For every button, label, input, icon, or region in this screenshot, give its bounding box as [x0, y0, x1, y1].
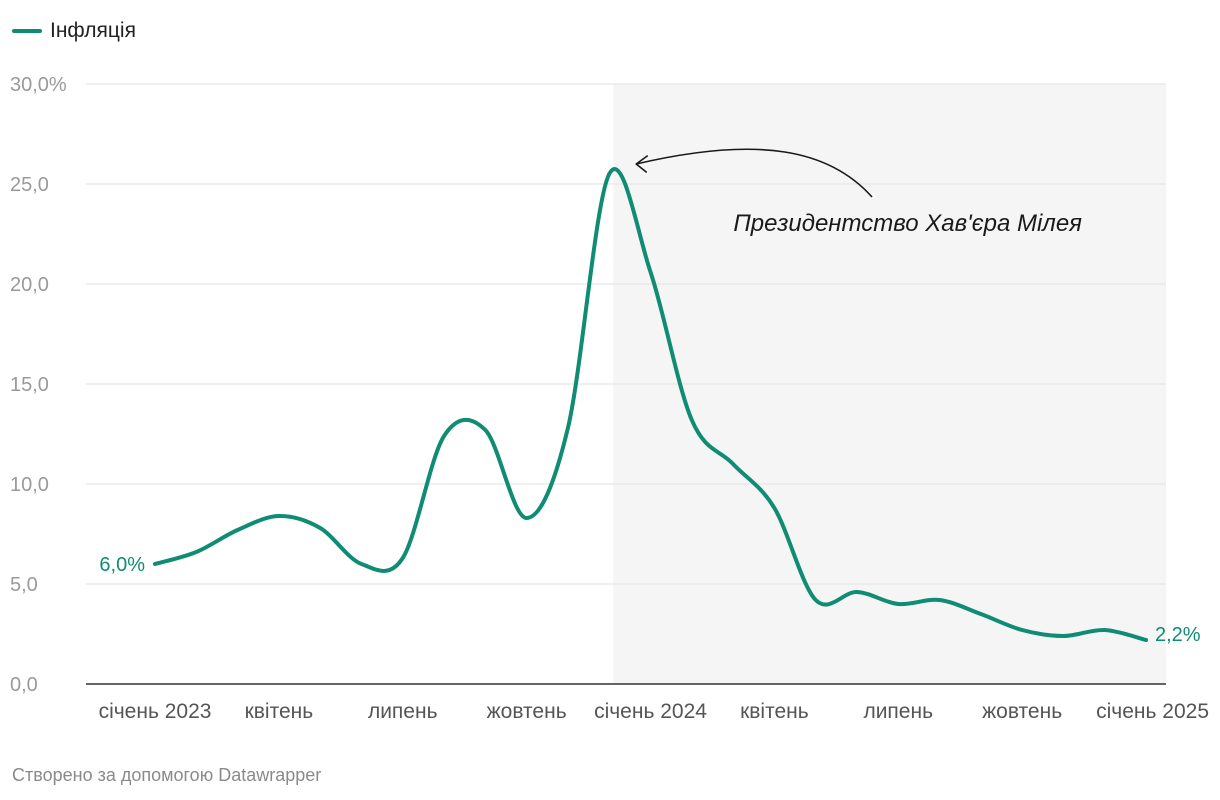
data-point [937, 598, 942, 603]
data-point [318, 526, 323, 531]
x-tick-label: січень 2025 [1096, 700, 1209, 723]
annotation-arrowhead [635, 155, 649, 173]
grid-layer [86, 83, 1166, 685]
y-tick-label: 15,0 [10, 374, 49, 396]
y-tick-label: 10,0 [10, 474, 49, 496]
y-tick-label: 0,0 [10, 674, 38, 696]
last-value-label: 2,2% [1155, 624, 1201, 646]
data-point [896, 602, 901, 607]
legend: Інфляція [12, 17, 136, 45]
data-point [1102, 628, 1107, 633]
x-axis-labels: січень 2023 квітень липень жовтень січень 20… [99, 700, 1209, 723]
line-chart: 0,0 5,0 10,0 15,0 20,0 25,0 30,0% січень 2023 к… [10, 74, 1209, 723]
data-point [359, 562, 364, 567]
x-tick-label: липень [368, 700, 438, 723]
data-point [1061, 634, 1066, 639]
y-tick-label: 20,0 [10, 274, 49, 296]
x-tick-label: липень [863, 700, 933, 723]
data-point [194, 550, 199, 555]
x-tick-label: квітень [245, 700, 314, 723]
data-point [731, 462, 736, 467]
data-point [813, 598, 818, 603]
legend-swatch [12, 29, 42, 33]
footer-credit: Створено за допомогою Datawrapper [12, 765, 322, 785]
legend-label: Інфляція [50, 19, 136, 42]
x-tick-label: січень 2024 [594, 700, 707, 723]
y-tick-label: 30,0% [10, 74, 67, 96]
data-point [1144, 638, 1149, 643]
annotation-text: Президентство Хав'єра Мілея [733, 210, 1082, 237]
x-tick-label: жовтень [982, 700, 1062, 723]
data-point [565, 426, 570, 431]
series-line-inflation [153, 167, 1148, 642]
x-tick-label: квітень [740, 700, 809, 723]
first-value-label: 6,0% [99, 554, 145, 576]
x-tick-label: жовтень [487, 700, 567, 723]
y-axis-labels: 0,0 5,0 10,0 15,0 20,0 25,0 30,0% [10, 74, 67, 696]
x-tick-label: січень 2023 [99, 700, 212, 723]
data-point [442, 434, 447, 439]
data-point [854, 590, 859, 595]
data-point [978, 612, 983, 617]
data-point [235, 528, 240, 533]
data-point [483, 428, 488, 433]
annotation-layer: Президентство Хав'єра Мілея [635, 148, 1082, 237]
annotation-arrow [636, 148, 873, 198]
data-point [772, 506, 777, 511]
data-point [648, 270, 653, 275]
y-tick-label: 5,0 [10, 574, 38, 596]
data-point [689, 418, 694, 423]
data-point [607, 172, 612, 177]
data-point [276, 514, 281, 519]
data-point [1020, 628, 1025, 633]
series-layer: 6,0% 2,2% [99, 167, 1201, 646]
data-point [524, 516, 529, 521]
data-point [153, 562, 158, 567]
data-point [400, 556, 405, 561]
y-tick-label: 25,0 [10, 174, 49, 196]
